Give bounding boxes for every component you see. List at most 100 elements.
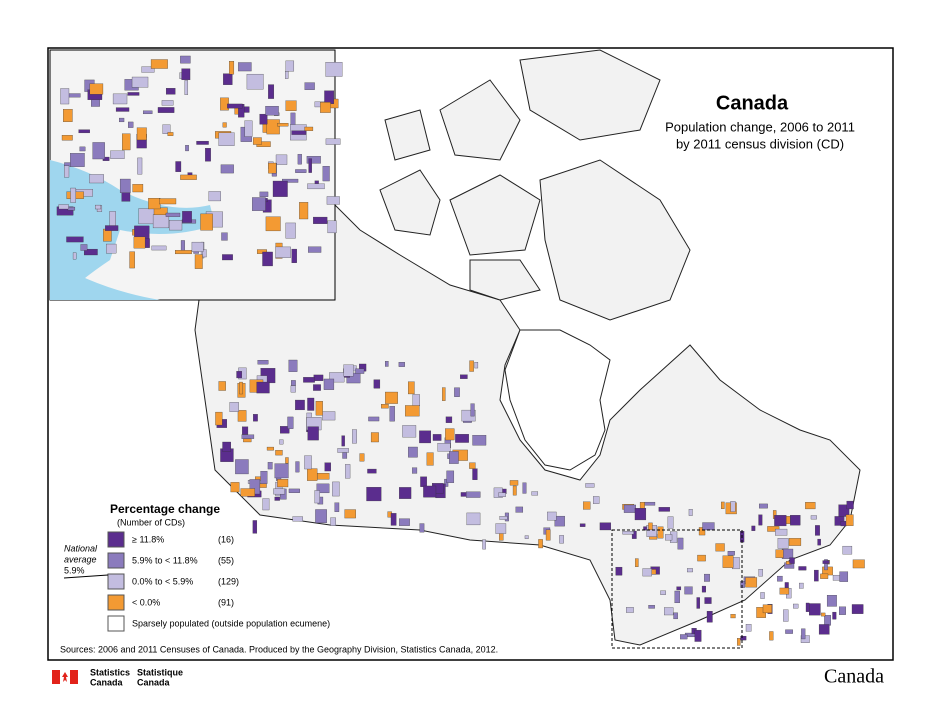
population-area (631, 530, 637, 539)
population-area (267, 462, 273, 470)
population-area (60, 88, 70, 105)
population-area (677, 537, 684, 550)
population-area (512, 485, 517, 496)
population-area (454, 387, 460, 397)
population-area (343, 364, 354, 377)
population-area (167, 132, 174, 136)
population-area (330, 517, 336, 526)
population-area (821, 612, 826, 617)
population-area (402, 425, 417, 438)
population-area (815, 525, 820, 536)
population-area (809, 603, 821, 616)
population-area (325, 138, 341, 145)
inset-extent (611, 529, 743, 649)
legend-count: (91) (218, 597, 234, 607)
population-area (303, 377, 315, 383)
population-area (227, 103, 243, 109)
population-area (205, 148, 211, 162)
population-area (740, 635, 747, 641)
population-area (341, 435, 345, 447)
legend-count: (129) (218, 576, 239, 586)
population-area (648, 522, 653, 530)
population-area (805, 502, 816, 510)
population-areas (215, 359, 865, 646)
population-area (805, 602, 810, 612)
population-area (297, 154, 302, 165)
population-area (740, 581, 745, 588)
population-area (78, 129, 90, 134)
population-area (680, 634, 688, 640)
population-area (334, 502, 340, 512)
population-area (783, 609, 789, 622)
population-area (426, 452, 434, 466)
population-area (291, 130, 307, 135)
population-area (688, 509, 693, 516)
population-area (291, 380, 296, 386)
population-area (642, 568, 652, 577)
population-area (161, 100, 174, 106)
population-area (128, 121, 134, 128)
population-area (822, 560, 830, 564)
population-area (697, 554, 706, 562)
legend-label: Sparsely populated (outside population e… (132, 618, 330, 628)
population-area (355, 368, 365, 374)
population-area (165, 212, 181, 217)
population-area (579, 523, 586, 527)
population-area (241, 434, 255, 439)
population-area (777, 575, 783, 582)
population-area (131, 76, 149, 88)
population-area (152, 214, 170, 229)
population-area (423, 485, 437, 498)
population-area (144, 238, 150, 248)
population-area (200, 213, 213, 231)
population-area (162, 124, 171, 134)
population-area (784, 582, 789, 589)
population-area (185, 145, 189, 152)
population-area (317, 473, 330, 480)
population-area (324, 462, 331, 472)
population-area (277, 123, 289, 127)
population-area (367, 468, 377, 474)
population-area (230, 482, 240, 493)
population-area (95, 204, 102, 210)
population-area (774, 515, 787, 527)
population-area (660, 590, 666, 595)
population-area (762, 604, 773, 614)
population-area (385, 391, 398, 404)
land (194, 49, 861, 646)
population-area (122, 133, 131, 151)
population-area (141, 66, 155, 73)
population-area (368, 416, 380, 422)
population-area (702, 522, 715, 531)
population-area (373, 379, 381, 389)
population-area (474, 362, 479, 369)
population-area (316, 483, 330, 494)
population-area (252, 520, 258, 534)
population-area (326, 196, 340, 205)
population-area (256, 249, 267, 254)
population-area (840, 520, 847, 527)
national-average: average (64, 554, 97, 564)
population-area (275, 246, 291, 258)
population-area (472, 468, 478, 480)
population-area (119, 178, 131, 193)
population-area (721, 501, 725, 509)
population-area (785, 629, 793, 634)
population-area (306, 156, 321, 164)
population-area (522, 482, 527, 494)
population-area (381, 404, 389, 409)
population-area (673, 612, 678, 620)
population-area (151, 245, 167, 251)
population-area (253, 414, 258, 422)
population-area (259, 191, 269, 197)
population-area (701, 585, 706, 593)
population-area (260, 471, 268, 484)
population-area (307, 426, 319, 441)
population-area (466, 491, 481, 498)
population-area (818, 624, 830, 635)
population-area (285, 60, 295, 72)
population-area (194, 254, 203, 269)
population-area (759, 503, 768, 509)
population-area (615, 566, 623, 576)
population-area (307, 183, 325, 190)
